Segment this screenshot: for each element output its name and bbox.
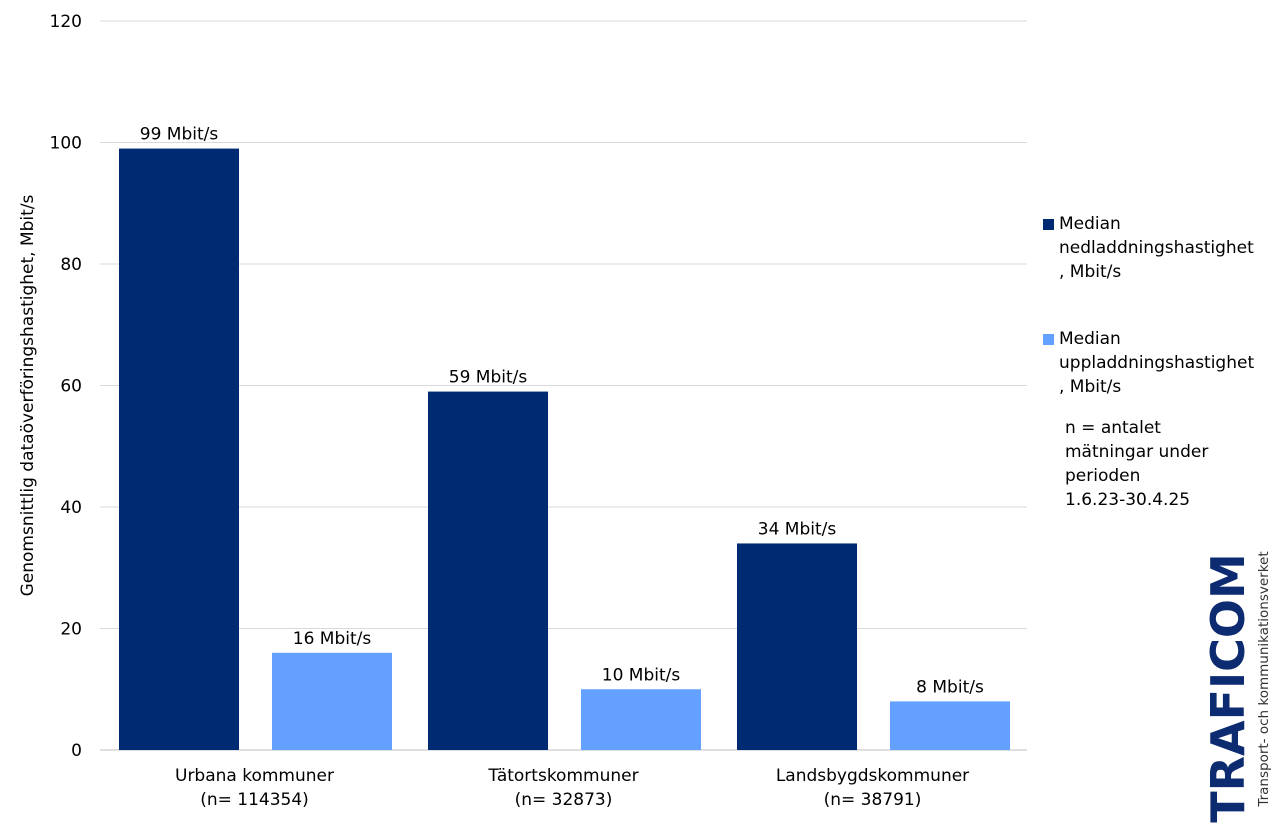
note-line: mätningar under <box>1065 442 1209 462</box>
x-tick-sublabel: (n= 32873) <box>515 790 613 810</box>
bar <box>737 543 857 750</box>
x-tick-sublabel: (n= 38791) <box>824 790 922 810</box>
y-axis-label: Genomsnittlig dataöverföringshastighet, … <box>18 194 38 596</box>
note-line: 1.6.23-30.4.25 <box>1065 490 1191 510</box>
data-label: 16 Mbit/s <box>293 629 372 649</box>
data-label: 10 Mbit/s <box>602 665 681 685</box>
note-line: n = antalet <box>1065 418 1161 438</box>
legend-line: uppladdningshastighet <box>1059 353 1255 373</box>
legend-label-upload: Median uppladdningshastighet , Mbit/s <box>1059 327 1280 399</box>
y-tick-label: 120 <box>50 12 82 32</box>
legend-swatch-upload <box>1043 334 1054 345</box>
y-tick-label: 20 <box>60 620 82 640</box>
legend-label-download: Median nedladdningshastighet , Mbit/s <box>1059 212 1280 284</box>
bar <box>272 652 392 750</box>
x-tick-label: Urbana kommuner <box>175 766 334 786</box>
bar <box>119 148 239 750</box>
bar <box>428 391 548 750</box>
x-tick-sublabel: (n= 114354) <box>200 790 309 810</box>
logo-wordmark: TRAFICOM <box>1201 553 1255 823</box>
legend-line: Median <box>1059 329 1121 349</box>
legend-line: nedladdningshastighet <box>1059 238 1254 258</box>
data-label: 99 Mbit/s <box>140 125 219 145</box>
legend-swatch-download <box>1043 219 1054 230</box>
data-label: 8 Mbit/s <box>916 677 984 697</box>
y-tick-label: 0 <box>71 741 82 761</box>
x-tick-label: Tätortskommuner <box>487 766 638 786</box>
logo-subtitle: Transport- och kommunikationsverket <box>1256 551 1272 807</box>
bar-chart: 0 20 40 60 80 100 120 Genomsnittlig dataöverför… <box>18 12 1027 810</box>
bar <box>581 689 701 750</box>
traficom-logo: TRAFICOM Transport- och kommunikationsve… <box>1200 548 1280 822</box>
sample-note: n = antalet mätningar under perioden 1.6… <box>1065 416 1265 512</box>
note-line: perioden <box>1065 466 1141 486</box>
y-tick-label: 100 <box>50 134 82 154</box>
data-label: 59 Mbit/s <box>449 368 528 388</box>
bar <box>890 701 1010 750</box>
y-tick-label: 80 <box>60 255 82 275</box>
x-tick-label: Landsbygdskommuner <box>776 766 969 786</box>
legend-line: Median <box>1059 214 1121 234</box>
data-label: 34 Mbit/s <box>758 519 837 539</box>
y-tick-label: 40 <box>60 498 82 518</box>
legend-line: , Mbit/s <box>1059 262 1122 282</box>
legend-line: , Mbit/s <box>1059 377 1122 397</box>
y-tick-label: 60 <box>60 377 82 397</box>
